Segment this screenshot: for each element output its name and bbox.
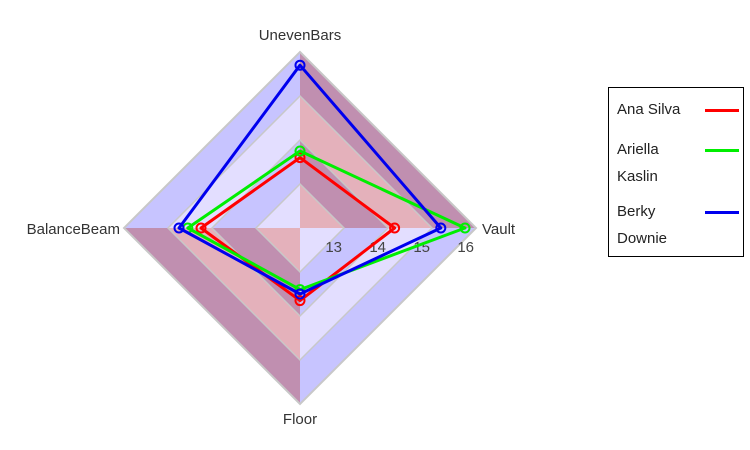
series-berky-downie-point-unevenbars [294,59,306,71]
legend-label-berky-downie: Berky Downie [617,203,668,247]
legend-label-ana-silva: Ana Silva [617,101,681,118]
axis-label-unevenbars: UnevenBars [259,27,342,44]
legend: Ana Silva Ariella Kaslin Berky Downie [608,87,744,257]
grid-ring-13 [254,182,346,274]
series-berky-downie-point-vault [435,222,447,234]
series-ana-silva-line [199,156,397,303]
legend-swatch-berky-downie [705,211,739,214]
grid-ring-16 [122,50,478,406]
axis-label-vault: Vault [482,221,516,238]
series-ana-silva-point-balancebeam [195,222,207,234]
series-ana-silva-point-floor [294,295,306,307]
legend-swatch-ana-silva [705,109,739,112]
axis-label-balancebeam: BalanceBeam [27,221,120,238]
axis-label-floor: Floor [283,411,317,428]
series-berky-downie-point-balancebeam [173,222,185,234]
legend-label-ariella-kaslin: Ariella Kaslin [617,141,659,185]
series-berky-downie-point-floor [294,288,306,300]
series-ariella-kaslin-point-unevenbars [294,145,306,157]
legend-swatch-ariella-kaslin [705,149,739,152]
series-ana-silva-point-vault [389,222,401,234]
series-ana-silva-point-unevenbars [294,152,306,164]
tick-label-16: 16 [457,239,474,256]
series-berky-downie-line [177,63,443,296]
series-ariella-kaslin-point-vault [459,222,471,234]
tick-label-13: 13 [325,239,342,256]
